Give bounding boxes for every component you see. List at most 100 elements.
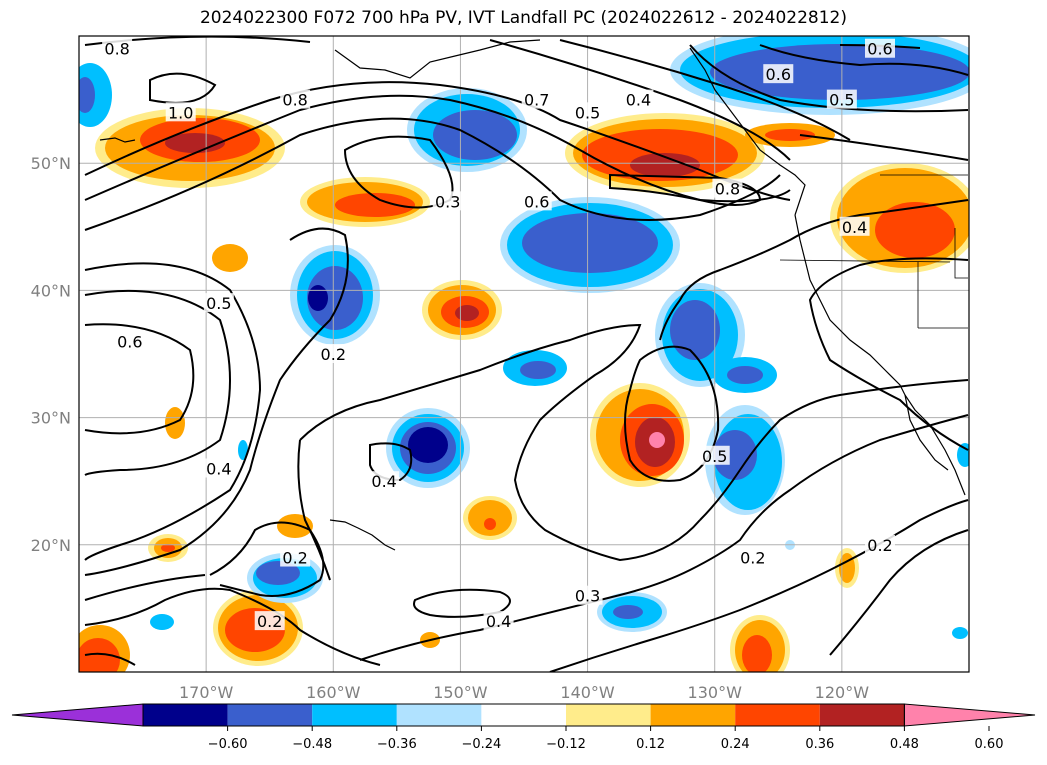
ivt-pc-contour	[489, 39, 791, 161]
pv-anomaly-fill-region	[520, 361, 556, 379]
lat-tick-label: 50°N	[31, 154, 71, 173]
pv-anomaly-fill-region	[649, 432, 665, 448]
pv-anomaly-fill-region	[150, 614, 174, 630]
contour-value-label: 0.6	[766, 65, 791, 84]
lon-tick-label: 170°W	[179, 683, 234, 702]
ivt-pc-contour	[689, 44, 969, 113]
pv-anomaly-fill-region	[455, 305, 479, 321]
contour-label-halo	[203, 293, 234, 313]
contour-value-label: 0.5	[702, 447, 727, 466]
pv-anomaly-fill-region	[238, 440, 248, 460]
pv-anomaly-fill-region	[670, 300, 720, 360]
contour-value-label: 0.2	[257, 612, 282, 631]
lat-tick-label: 30°N	[31, 409, 71, 428]
ivt-pc-contour	[84, 81, 791, 201]
contour-label-halo	[572, 585, 603, 605]
state-borders	[779, 174, 968, 329]
pv-anomaly-fill-region	[212, 244, 248, 272]
ivt-pc-contour	[84, 499, 969, 672]
contour-value-label: 0.8	[282, 91, 307, 110]
colorbar-segment	[143, 704, 228, 726]
ivt-pc-contour	[84, 323, 195, 435]
ivt-pc-contour	[829, 529, 969, 656]
contour-label-halo	[280, 89, 311, 109]
lat-tick-label: 20°N	[31, 536, 71, 555]
pv-anomaly-fill-region	[839, 553, 855, 583]
ivt-pc-contours	[84, 36, 969, 672]
colorbar-segment	[396, 704, 482, 726]
colorbar-extend-max	[903, 703, 1036, 727]
pv-anomaly-fill-region	[765, 129, 815, 141]
pv-anomaly-fill-region	[710, 44, 969, 100]
pv-anomaly-fill-region	[165, 133, 225, 153]
ivt-pc-contour	[659, 199, 969, 341]
colorbar-segment	[312, 704, 397, 726]
contour-label-halo	[839, 216, 870, 236]
contour-value-label: 0.8	[104, 40, 129, 59]
contour-labels: 0.8 1.0 0.8 0.7 0.5 0.4 0.6 0.6 0.5 0.3 0.6 0.8 0.4 0…	[102, 38, 895, 631]
pv-anomaly-fill-region	[161, 544, 175, 552]
ivt-pc-contour	[84, 574, 206, 601]
contour-value-label: 0.4	[371, 472, 396, 491]
contour-label-halo	[712, 178, 743, 198]
contour-value-label: 0.2	[740, 549, 765, 568]
contour-value-label: 0.4	[486, 612, 511, 631]
pv-anomaly-fill-region	[630, 153, 700, 177]
pv-anomaly-fill-region	[79, 77, 95, 113]
ivt-pc-contour	[808, 257, 969, 451]
contour-label-halo	[483, 611, 514, 631]
colorbar-tick-label: −0.60	[208, 737, 248, 752]
pv-anomaly-fill-region	[307, 266, 363, 330]
colorbar-extend-min	[11, 703, 144, 727]
pv-anomaly-fill-region	[79, 638, 120, 672]
pv-anomaly-fill-region	[613, 605, 643, 619]
ivt-pc-contour	[359, 414, 969, 661]
colorbar-tick-label: −0.24	[461, 737, 501, 752]
colorbar-segment	[735, 704, 820, 726]
contour-label-halo	[623, 89, 654, 109]
contour-label-halo	[432, 191, 463, 211]
contour-label-halo	[318, 344, 349, 363]
contour-label-halo	[203, 458, 234, 478]
contour-label-halo	[102, 38, 133, 58]
colorbar-tick-label: −0.36	[377, 737, 417, 752]
colorbar-segment	[566, 704, 651, 726]
contour-value-label: 0.3	[435, 192, 460, 211]
contour-label-halo	[521, 191, 552, 211]
coastline-alaska	[334, 39, 541, 79]
contour-value-label: 0.6	[524, 192, 549, 211]
contour-value-label: 0.2	[321, 345, 346, 364]
ivt-pc-contour	[759, 44, 969, 76]
contour-value-label: 0.2	[282, 549, 307, 568]
lon-tick-label: 150°W	[433, 683, 488, 702]
map-gridlines	[79, 36, 969, 672]
colorbar-tick-label: 0.36	[805, 737, 834, 752]
ivt-pc-contour	[559, 39, 851, 141]
colorbar-segment	[481, 704, 566, 726]
colorbar-tick-label: −0.12	[546, 737, 586, 752]
colorbar-segment	[819, 704, 905, 726]
pv-anomaly-fill	[79, 36, 969, 672]
contour-value-label: 0.3	[575, 587, 600, 606]
contour-label-halo	[865, 534, 895, 554]
lon-tick-label: 130°W	[688, 683, 743, 702]
coastline-us-west	[794, 214, 966, 496]
ivt-pc-contour	[84, 117, 781, 231]
contour-label-halo	[572, 102, 603, 122]
colorbar-tick-label: 0.24	[721, 737, 750, 752]
colorbar-tick-label: 0.60	[975, 737, 1004, 752]
contour-value-label: 1.0	[168, 103, 193, 122]
contour-value-label: 0.4	[626, 91, 651, 110]
contour-label-halo	[114, 331, 145, 351]
colorbar: −0.60 −0.48 −0.36 −0.24 −0.12 0.12 0.24 0.36 0.4…	[11, 703, 1036, 752]
lon-tick-label: 120°W	[815, 683, 870, 702]
lon-tick-label: 160°W	[306, 683, 361, 702]
contour-label-halo	[165, 102, 196, 122]
pv-anomaly-fill-region	[308, 285, 328, 311]
coastline-baja	[904, 394, 949, 471]
pv-anomaly-fill-region	[433, 110, 517, 160]
ivt-pc-contour	[84, 587, 381, 666]
contour-value-label: 0.2	[867, 536, 892, 555]
colorbar-frame	[142, 703, 905, 727]
